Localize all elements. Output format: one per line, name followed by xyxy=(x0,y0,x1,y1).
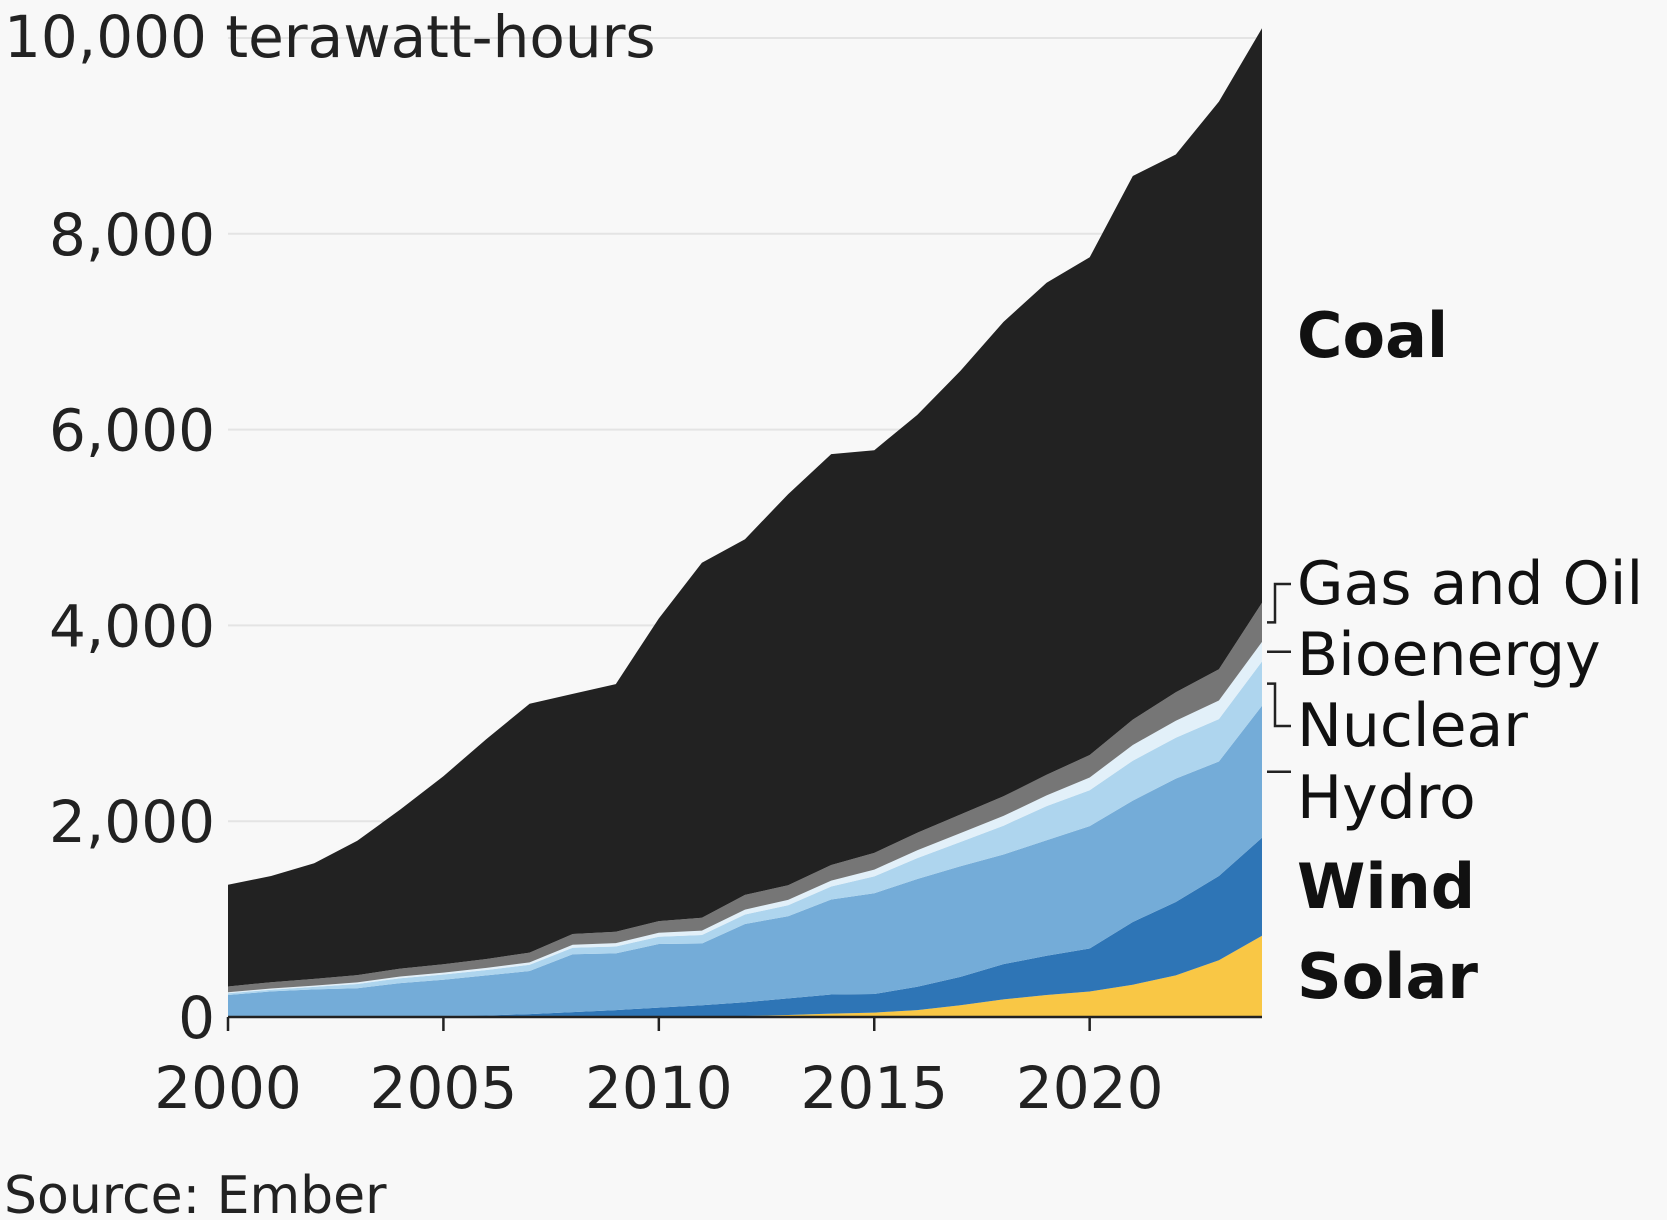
y-tick-label-8000: 8,000 xyxy=(49,201,215,269)
legend-label-wind: Wind xyxy=(1297,850,1475,923)
x-tick-label-2015: 2015 xyxy=(800,1054,948,1122)
area-coal xyxy=(228,28,1262,987)
stacked-areas xyxy=(228,28,1262,1017)
y-tick-label-6000: 6,000 xyxy=(49,397,215,465)
legend-label-coal: Coal xyxy=(1297,299,1448,372)
x-tick-label-2010: 2010 xyxy=(585,1054,733,1122)
legend-label-nuclear: Nuclear xyxy=(1297,691,1528,761)
axes: 2000 2005 2010 2015 2020 0 2,000 4,000 6,000 8,00… xyxy=(49,201,1262,1122)
area-wind xyxy=(228,837,1262,1017)
x-tick-label-2020: 2020 xyxy=(1016,1054,1164,1122)
legend-label-bioenergy: Bioenergy xyxy=(1297,620,1601,690)
legend-connector-nuclear xyxy=(1267,682,1291,728)
source-note: Source: Ember xyxy=(4,1166,387,1220)
legend-label-gas-and-oil: Gas and Oil xyxy=(1297,549,1643,619)
legend-connector-gas-and-oil xyxy=(1267,582,1291,624)
y-tick-label-0: 0 xyxy=(178,984,215,1052)
area-hydro xyxy=(228,705,1262,1017)
y-axis-unit-label: 10,000 terawatt-hours xyxy=(4,3,656,71)
x-tick-label-2000: 2000 xyxy=(154,1054,302,1122)
y-tick-label-2000: 2,000 xyxy=(49,788,215,856)
area-solar xyxy=(228,935,1262,1017)
legend-label-solar: Solar xyxy=(1297,940,1478,1013)
y-tick-label-4000: 4,000 xyxy=(49,592,215,660)
area-nuclear xyxy=(228,661,1262,995)
x-tick-label-2005: 2005 xyxy=(370,1054,518,1122)
legend-label-hydro: Hydro xyxy=(1297,763,1476,833)
